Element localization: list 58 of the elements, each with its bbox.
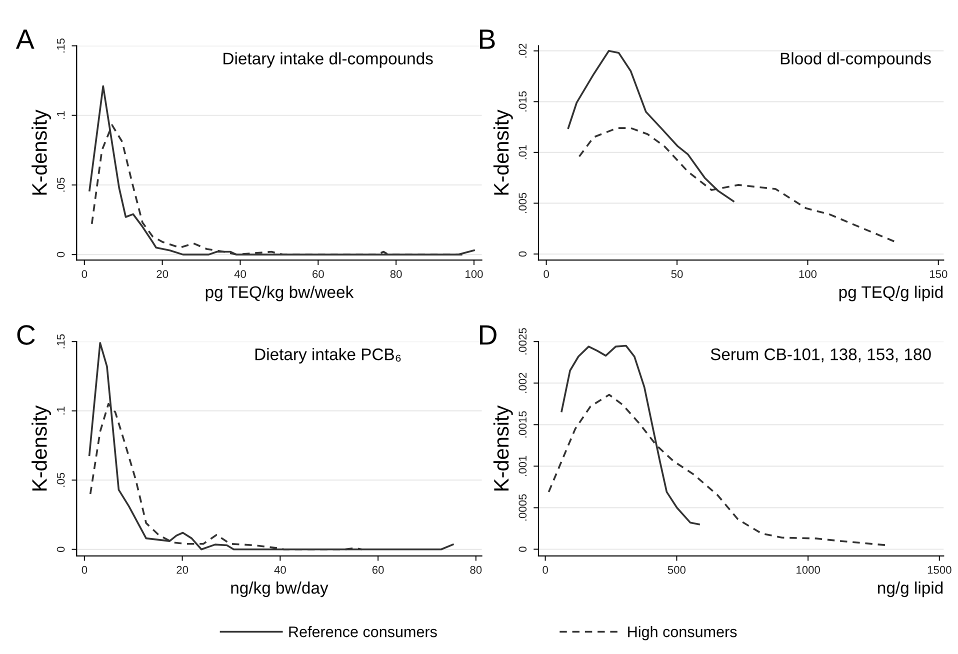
- chart-title: Serum CB-101, 138, 153, 180: [710, 348, 931, 362]
- x-tick-label: 0: [542, 566, 548, 574]
- y-tick-label: 0: [518, 251, 527, 257]
- x-axis-title: ng/kg bw/day: [231, 582, 328, 598]
- y-tick-label: .0015: [518, 411, 527, 438]
- y-tick-label: .05: [56, 178, 65, 192]
- x-tick-label: 60: [312, 270, 324, 278]
- x-tick-label: 40: [234, 270, 246, 278]
- y-tick-label: .1: [56, 111, 65, 119]
- y-axis-title: K-density: [32, 405, 52, 490]
- x-axis-title: pg TEQ/kg bw/week: [206, 286, 354, 302]
- chart-title: Blood dl-compounds: [780, 52, 931, 68]
- y-tick-label: .02: [518, 44, 527, 58]
- x-tick-label: 80: [470, 566, 482, 574]
- legend-label: High consumers: [628, 626, 737, 640]
- y-tick-label: 0: [56, 546, 65, 552]
- y-axis-title: K-density: [32, 110, 52, 195]
- x-tick-label: 100: [799, 270, 817, 278]
- y-tick-label: 0: [56, 252, 65, 258]
- y-tick-label: .002: [518, 372, 527, 393]
- text: C: [17, 325, 35, 345]
- line-series: [88, 85, 475, 256]
- annotation: B: [480, 30, 495, 49]
- y-tick-label: .15: [56, 38, 65, 52]
- x-tick-label: 150: [930, 270, 948, 278]
- x-tick-label: 60: [372, 566, 384, 574]
- y-tick-label: .001: [518, 456, 527, 476]
- x-tick-label: 0: [544, 270, 549, 278]
- x-tick-label: 0: [82, 566, 88, 574]
- annotation: D: [480, 325, 496, 345]
- y-tick-label: 0: [518, 546, 527, 552]
- y-tick-label: .1: [56, 406, 65, 414]
- y-tick-label: .0025: [518, 328, 527, 354]
- x-tick-label: 40: [274, 566, 286, 574]
- y-tick-label: .15: [56, 334, 65, 348]
- chart-title: Dietary intake dl-compounds: [224, 52, 433, 68]
- x-tick-label: 100: [466, 270, 483, 278]
- x-tick-label: 20: [156, 270, 168, 278]
- x-axis-title: pg TEQ/g lipid: [839, 286, 943, 302]
- line-series: [88, 342, 454, 550]
- x-tick-label: 20: [176, 566, 188, 574]
- y-tick-label: .05: [56, 472, 65, 487]
- y-tick-label: .015: [518, 91, 527, 112]
- legend-label: Reference consumers: [289, 626, 437, 638]
- chart-title: Dietary intake PCB₆: [255, 348, 401, 364]
- x-tick-label: 0: [82, 270, 88, 278]
- y-tick-label: .005: [518, 192, 527, 214]
- x-tick-label: 500: [668, 566, 686, 574]
- x-tick-label: 1500: [928, 566, 952, 574]
- y-tick-label: .0005: [518, 494, 527, 521]
- x-tick-label: 80: [390, 270, 402, 278]
- x-tick-label: 1000: [796, 566, 820, 574]
- y-axis-title: K-density: [493, 110, 513, 195]
- x-axis-title: ng/g lipid: [878, 582, 943, 598]
- y-tick-label: .01: [518, 145, 527, 160]
- text: A: [16, 30, 34, 49]
- y-axis-title: K-density: [493, 405, 513, 490]
- x-tick-label: 50: [671, 270, 683, 278]
